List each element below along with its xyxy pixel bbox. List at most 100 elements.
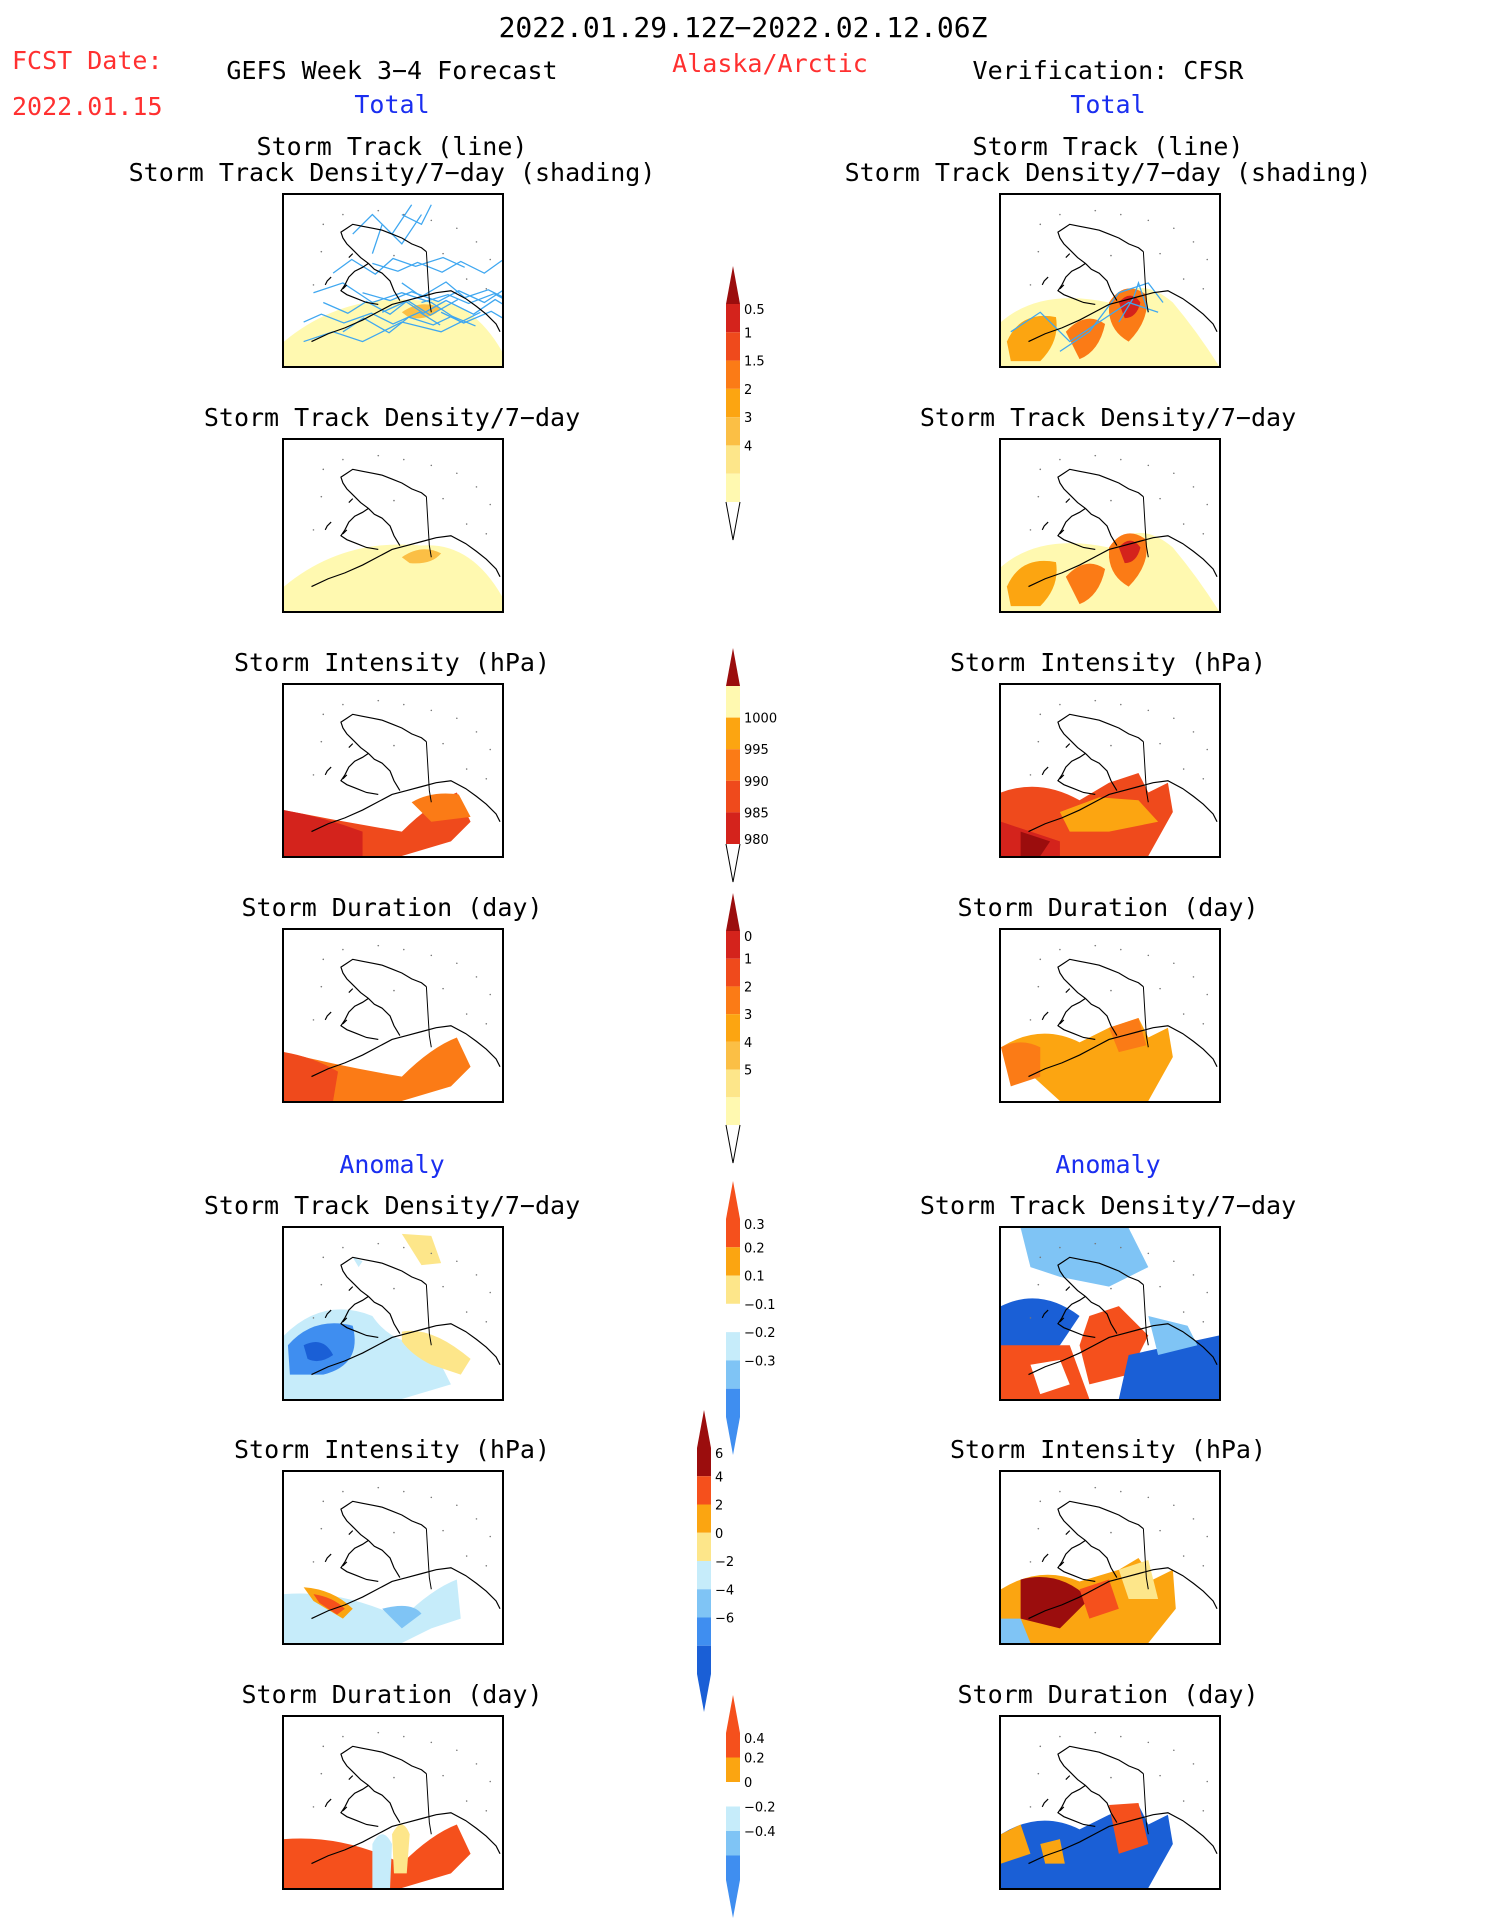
forecast-title: GEFS Week 3−4 Forecast xyxy=(226,56,558,85)
vf-dur-anom-map xyxy=(1001,1731,1218,1888)
colorbar-density_anom-segment xyxy=(726,1388,740,1417)
colorbar-duration_anom-segment xyxy=(726,1733,740,1758)
colorbar-density-tick: 0.5 xyxy=(744,303,765,318)
colorbar-intensity-segment xyxy=(726,749,740,781)
colorbar-intensity-segment xyxy=(726,780,740,813)
fc-track-map xyxy=(284,204,502,366)
colorbar-density-tick: 1.5 xyxy=(744,355,765,370)
colorbar-duration_anom: 0.4 0.2 0 −0.2 −0.4 xyxy=(726,1695,776,1918)
panel-fc-track xyxy=(282,193,504,368)
fc-dur-anom-map xyxy=(284,1731,501,1888)
colorbar-density_anom-segment xyxy=(726,1219,740,1248)
colorbar-density_anom-tick: −0.1 xyxy=(744,1298,776,1313)
colorbar-intensity-tick: 980 xyxy=(744,833,769,848)
anomaly-label-right: Anomaly xyxy=(1055,1150,1161,1179)
colorbar-intensity_anom-tick: −6 xyxy=(715,1612,734,1627)
colorbar-duration-tick: 0 xyxy=(744,930,752,945)
vf-intensity-map xyxy=(1001,699,1218,856)
colorbar-density_anom-segment xyxy=(726,1247,740,1276)
colorbar-density_anom-segment xyxy=(726,1303,740,1333)
colorbar-duration-tick: 4 xyxy=(744,1036,752,1051)
colorbar-duration_anom-tick: −0.4 xyxy=(744,1825,776,1840)
fc-intensity-map xyxy=(284,699,501,856)
title-fc-intensity: Storm Intensity (hPa) xyxy=(233,648,551,677)
panel-vf-intensity xyxy=(999,683,1221,858)
colorbar-duration-tick: 1 xyxy=(744,953,752,968)
colorbar-duration-tick: 5 xyxy=(744,1064,752,1079)
fcst-date-label: FCST Date: xyxy=(12,46,163,75)
colorbar-duration_anom-segment xyxy=(726,1831,740,1856)
colorbar-intensity_anom-segment xyxy=(697,1645,711,1674)
panel-fc-intensity xyxy=(282,683,504,858)
fc-dens-anom-map xyxy=(284,1233,501,1399)
colorbar-intensity_anom-segment xyxy=(697,1589,711,1618)
anomaly-label-left: Anomaly xyxy=(339,1150,445,1179)
colorbar-intensity-segment xyxy=(726,812,740,844)
colorbar-duration-segment xyxy=(726,1097,740,1125)
title-vf-track-line: Storm Track (line) xyxy=(972,132,1244,161)
colorbar-duration_anom-tick: 0.4 xyxy=(744,1732,765,1747)
colorbar-intensity_anom-tick: 0 xyxy=(715,1527,723,1542)
colorbar-intensity: 1000 995 990 985 980 xyxy=(725,648,777,883)
colorbar-density-segment xyxy=(726,360,740,389)
title-vf-track-shading: Storm Track Density/7−day (shading) xyxy=(844,158,1372,187)
colorbar-duration-segment xyxy=(726,1041,740,1070)
colorbar-duration-tick: 2 xyxy=(744,980,752,995)
colorbar-duration-segment xyxy=(726,986,740,1015)
colorbar-density_anom: 0.3 0.2 0.1 −0.1 −0.2 −0.3 xyxy=(726,1181,776,1455)
colorbar-duration-tick: 3 xyxy=(744,1008,752,1023)
colorbar-density-segment xyxy=(726,332,740,361)
fc-duration-map xyxy=(284,944,501,1101)
colorbar-density_anom-segment xyxy=(726,1332,740,1361)
panel-vf-dens-anom xyxy=(999,1226,1221,1401)
colorbar-intensity_anom-tick: 4 xyxy=(715,1470,723,1485)
colorbar-duration_anom-tick: 0.2 xyxy=(744,1752,765,1767)
panel-vf-track xyxy=(999,193,1221,368)
colorbar-density-tick: 1 xyxy=(744,326,752,341)
title-vf-intensity: Storm Intensity (hPa) xyxy=(949,648,1267,677)
title-fc-duration: Storm Duration (day) xyxy=(241,893,543,922)
colorbar-density_anom-tick: −0.3 xyxy=(744,1354,776,1369)
colorbar-density_anom-segment xyxy=(726,1275,740,1304)
title-fc-int-anom: Storm Intensity (hPa) xyxy=(233,1435,551,1464)
colorbar-duration_anom-tick: 0 xyxy=(744,1776,752,1791)
panel-vf-duration xyxy=(999,928,1221,1103)
colorbar-intensity_anom-segment xyxy=(697,1448,711,1477)
colorbar-intensity_anom-segment xyxy=(697,1617,711,1646)
panel-vf-int-anom xyxy=(999,1470,1221,1645)
colorbar-duration-segment xyxy=(726,958,740,987)
total-label-right: Total xyxy=(1070,90,1146,119)
colorbar-density_anom-tick: −0.2 xyxy=(744,1326,776,1341)
panel-fc-duration xyxy=(282,928,504,1103)
title-vf-int-anom: Storm Intensity (hPa) xyxy=(949,1435,1267,1464)
colorbar-density-segment xyxy=(726,388,740,418)
title-vf-dens-anom: Storm Track Density/7−day xyxy=(919,1191,1297,1220)
colorbar-duration-segment xyxy=(726,1069,740,1098)
colorbar-density-segment xyxy=(726,445,740,474)
colorbar-intensity_anom-segment xyxy=(697,1561,711,1590)
colorbar-intensity-segment xyxy=(726,717,740,750)
colorbar-density_anom-tick: 0.2 xyxy=(744,1241,765,1256)
fc-density-map xyxy=(284,454,502,611)
colorbar-intensity_anom-tick: 2 xyxy=(715,1499,723,1514)
fc-int-anom-map xyxy=(284,1486,501,1643)
colorbar-intensity_anom-segment xyxy=(697,1504,711,1533)
colorbar-density-segment xyxy=(726,304,740,333)
colorbar-duration-segment xyxy=(726,931,740,959)
title-vf-density: Storm Track Density/7−day xyxy=(919,403,1297,432)
colorbar-density-tick: 4 xyxy=(744,439,752,454)
verification-title: Verification: CFSR xyxy=(972,56,1244,85)
title-fc-track-shading: Storm Track Density/7−day (shading) xyxy=(128,158,656,187)
colorbar-duration_anom-segment xyxy=(726,1855,740,1880)
region-title: Alaska/Arctic xyxy=(672,49,868,78)
vf-track-map xyxy=(1001,209,1219,366)
title-fc-density: Storm Track Density/7−day xyxy=(203,403,581,432)
colorbar-density: 0.5 1 1.5 2 3 4 xyxy=(725,266,765,541)
colorbar-density_anom-tick: 0.1 xyxy=(744,1270,765,1285)
vf-dens-anom-map xyxy=(1001,1228,1219,1399)
title-fc-track-line: Storm Track (line) xyxy=(256,132,528,161)
vf-density-map xyxy=(1001,454,1219,611)
colorbar-duration: 0 1 2 3 4 5 xyxy=(725,893,752,1164)
fcst-date-value: 2022.01.15 xyxy=(12,92,163,121)
